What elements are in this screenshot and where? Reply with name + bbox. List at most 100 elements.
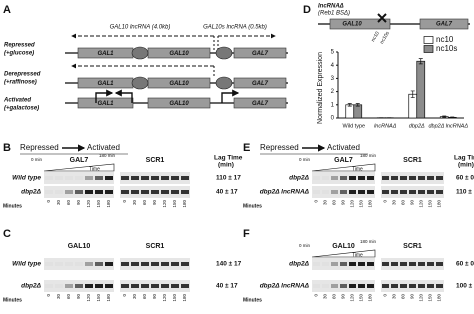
error-bar bbox=[450, 116, 455, 119]
legend-swatch bbox=[423, 45, 434, 53]
gel-band bbox=[181, 190, 189, 194]
lane-label: 150 bbox=[428, 294, 433, 302]
y-axis-label: Normalized Expression bbox=[317, 52, 324, 124]
gel-band bbox=[409, 176, 416, 180]
row-label: Wild type bbox=[12, 261, 41, 268]
lane-label: 0 bbox=[383, 200, 388, 203]
lane-label: 120 bbox=[350, 200, 355, 208]
lane-label: 30 bbox=[132, 294, 137, 300]
condition: (+raffinose) bbox=[4, 80, 37, 86]
lane-label: 180 bbox=[368, 294, 373, 302]
gel-band bbox=[65, 190, 73, 194]
gel-band bbox=[436, 176, 443, 180]
gel-band bbox=[65, 176, 73, 180]
gel-band bbox=[171, 190, 179, 194]
gel-band bbox=[181, 262, 189, 266]
gene-label: GAL7 bbox=[252, 101, 269, 107]
panel-a: A GAL10 lncRNA (4.0kb) GAL10s lncRNA (0.… bbox=[3, 4, 288, 112]
gel-band bbox=[45, 190, 53, 194]
gene-box bbox=[329, 18, 391, 30]
lane-label: 90 bbox=[152, 294, 157, 300]
gel-band bbox=[141, 176, 149, 180]
gel-band bbox=[55, 284, 63, 288]
x-tick-label: lncRNAΔ bbox=[374, 123, 397, 129]
gel-band bbox=[409, 190, 416, 194]
gel-band bbox=[418, 262, 425, 266]
gel-band bbox=[367, 176, 374, 180]
gel-band bbox=[436, 284, 443, 288]
gel-band bbox=[105, 176, 113, 180]
gel-band bbox=[121, 176, 129, 180]
time-end: 180 min bbox=[360, 153, 377, 158]
gel-band bbox=[141, 190, 149, 194]
lane-label: 60 bbox=[332, 200, 337, 206]
gel-band bbox=[65, 284, 73, 288]
gel-band bbox=[161, 190, 169, 194]
lane-label: 120 bbox=[419, 200, 424, 208]
panel-label: C bbox=[3, 228, 11, 240]
y-tick-label: 2 bbox=[331, 89, 335, 95]
gel-band bbox=[105, 284, 113, 288]
lag-header: Lag Time bbox=[454, 155, 474, 162]
repressor bbox=[131, 76, 149, 90]
lane-label: 90 bbox=[341, 200, 346, 206]
x-tick-label: dbp2Δ lncRNAΔ bbox=[428, 123, 468, 129]
bar-chart: 0 1 2 3 4 5 Wild type lncRNAΔ dbp2Δ dbp2Δ lncRNAΔ… bbox=[331, 35, 469, 129]
lane-label: 30 bbox=[392, 294, 397, 300]
gel-band bbox=[358, 284, 365, 288]
gel-band bbox=[161, 176, 169, 180]
lane-label: 60 bbox=[66, 294, 71, 300]
gel-band bbox=[349, 190, 356, 194]
lane-label: 150 bbox=[96, 200, 101, 208]
gel-band bbox=[331, 190, 338, 194]
gel-band bbox=[400, 190, 407, 194]
gel-band bbox=[349, 176, 356, 180]
condition: Activated bbox=[3, 98, 31, 104]
gene-label: GAL10 bbox=[342, 22, 362, 28]
row-label: dbp2Δ bbox=[21, 283, 42, 290]
gel-band bbox=[322, 176, 329, 180]
gel-band bbox=[382, 190, 389, 194]
gel-band bbox=[349, 284, 356, 288]
gel-band bbox=[85, 176, 93, 180]
lag-value: 40 ± 17 bbox=[216, 189, 238, 196]
lane-label: 180 bbox=[368, 200, 373, 208]
lane-label: 0 bbox=[314, 294, 319, 297]
transcript-label: GAL10 lncRNA (4.0kb) bbox=[110, 25, 171, 31]
gene-label: GAL10 bbox=[169, 101, 189, 107]
gel-band bbox=[95, 262, 103, 266]
lane-label: 30 bbox=[56, 200, 61, 206]
lane-label: 120 bbox=[162, 200, 167, 208]
gel-band bbox=[75, 262, 83, 266]
panel-label: F bbox=[243, 228, 250, 240]
gel-band bbox=[151, 284, 159, 288]
legend-swatch bbox=[423, 36, 434, 44]
gel-band bbox=[95, 284, 103, 288]
gel-band bbox=[131, 262, 139, 266]
gel-band bbox=[105, 262, 113, 266]
row-label: dbp2Δ bbox=[21, 189, 42, 196]
panel-d: D lncRNAΔ (Reb1 BSΔ) GAL10 GAL7 nc10 nc1… bbox=[303, 4, 470, 124]
repressor bbox=[215, 46, 233, 60]
row-label: dbp2Δ bbox=[289, 175, 310, 182]
state-label: Repressed bbox=[20, 143, 59, 152]
time-label: Time bbox=[352, 166, 363, 172]
lane-label: 90 bbox=[76, 294, 81, 300]
transcript-label: GAL10s lncRNA (0.5kb) bbox=[203, 25, 267, 31]
row-label: dbp2Δ bbox=[289, 261, 310, 268]
gel-band bbox=[349, 262, 356, 266]
gel-band bbox=[141, 262, 149, 266]
gel-band bbox=[151, 262, 159, 266]
minutes-label: Minutes bbox=[243, 203, 262, 209]
lane-label: 120 bbox=[162, 294, 167, 302]
row-label: dbp2Δ lncRNAΔ bbox=[260, 283, 310, 290]
lane-label: 180 bbox=[106, 200, 111, 208]
gel-band bbox=[400, 262, 407, 266]
condition: Repressed bbox=[4, 43, 35, 49]
state-label: Repressed bbox=[260, 143, 299, 152]
gel-band bbox=[358, 190, 365, 194]
gel-band bbox=[340, 190, 347, 194]
gel-band bbox=[171, 262, 179, 266]
gel-band bbox=[427, 190, 434, 194]
gel-band bbox=[45, 262, 53, 266]
